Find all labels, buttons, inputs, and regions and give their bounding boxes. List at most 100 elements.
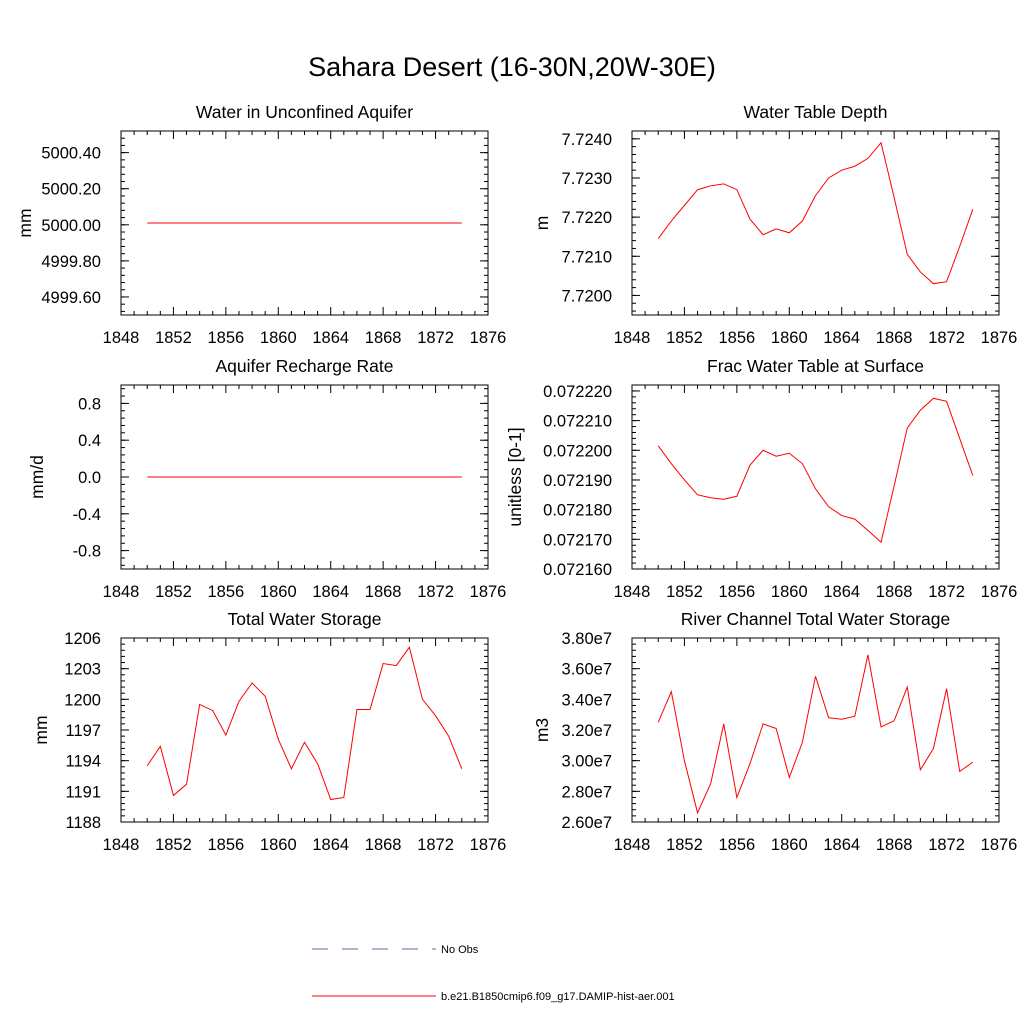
y-tick-label: 1200 bbox=[64, 691, 101, 709]
y-tick-label: 1191 bbox=[66, 783, 101, 801]
x-tick-label: 1856 bbox=[718, 329, 755, 347]
x-tick-label: 1864 bbox=[823, 836, 860, 854]
panel-title: Water in Unconfined Aquifer bbox=[196, 102, 413, 122]
x-tick-label: 1872 bbox=[417, 583, 454, 601]
panel-2: Water Table Depth m 1848 1852 1856 1860 1864 18… bbox=[532, 102, 1017, 347]
series-line bbox=[146, 646, 463, 801]
x-tick-label: 1848 bbox=[614, 836, 651, 854]
x-tick-label: 1848 bbox=[103, 583, 140, 601]
x-tick-label: 1848 bbox=[103, 329, 140, 347]
y-tick-label: 4999.60 bbox=[41, 289, 101, 307]
panel-5: Total Water Storage mm 1848 1852 1856 1860 186… bbox=[31, 609, 506, 854]
y-axis-label: mm/d bbox=[27, 455, 47, 499]
x-tick-label: 1864 bbox=[312, 836, 349, 854]
y-tick-label: 7.7220 bbox=[562, 209, 612, 227]
panel-frame bbox=[631, 130, 1000, 316]
x-tick-label: 1872 bbox=[928, 329, 965, 347]
x-tick-label: 1848 bbox=[103, 836, 140, 854]
x-tick-label: 1872 bbox=[928, 836, 965, 854]
x-tick-label: 1876 bbox=[470, 329, 507, 347]
panel-3: Aquifer Recharge Rate mm/d 1848 1852 1856 186… bbox=[27, 356, 506, 601]
x-tick-label: 1860 bbox=[260, 836, 297, 854]
panel-frame bbox=[631, 384, 1000, 570]
x-tick-label: 1868 bbox=[876, 329, 913, 347]
y-tick-label: 2.60e7 bbox=[562, 814, 612, 832]
y-axis-label: unitless [0-1] bbox=[505, 427, 525, 526]
y-tick-label: 1188 bbox=[66, 814, 101, 832]
x-tick-label: 1876 bbox=[981, 329, 1018, 347]
x-tick-label: 1876 bbox=[470, 836, 507, 854]
panel-title: Total Water Storage bbox=[227, 609, 381, 629]
panel-frame bbox=[631, 637, 1000, 823]
x-tick-label: 1860 bbox=[771, 836, 808, 854]
x-tick-label: 1868 bbox=[876, 583, 913, 601]
x-tick-label: 1872 bbox=[417, 329, 454, 347]
y-tick-label: 7.7200 bbox=[562, 287, 612, 305]
x-tick-label: 1868 bbox=[876, 836, 913, 854]
y-tick-label: 0.072200 bbox=[543, 442, 612, 460]
x-tick-label: 1856 bbox=[207, 583, 244, 601]
x-tick-label: 1868 bbox=[365, 836, 402, 854]
y-tick-label: 0.072160 bbox=[543, 561, 612, 579]
x-tick-label: 1860 bbox=[771, 583, 808, 601]
panel-title: Frac Water Table at Surface bbox=[707, 356, 924, 376]
x-tick-label: 1852 bbox=[155, 836, 192, 854]
legend: No Obs b.e21.B1850cmip6.f09_g17.DAMIP-hi… bbox=[312, 944, 675, 1003]
y-tick-label: 3.40e7 bbox=[562, 691, 612, 709]
y-tick-label: 1194 bbox=[66, 753, 101, 771]
y-tick-label: 0.0 bbox=[78, 469, 101, 487]
x-tick-label: 1876 bbox=[981, 836, 1018, 854]
y-tick-label: -0.8 bbox=[73, 543, 101, 561]
x-tick-label: 1852 bbox=[155, 329, 192, 347]
y-axis-label: m3 bbox=[532, 718, 552, 742]
main-title: Sahara Desert (16-30N,20W-30E) bbox=[308, 52, 716, 82]
x-tick-label: 1856 bbox=[718, 836, 755, 854]
x-tick-label: 1856 bbox=[207, 836, 244, 854]
x-tick-label: 1860 bbox=[260, 329, 297, 347]
x-tick-label: 1876 bbox=[470, 583, 507, 601]
y-tick-label: 7.7210 bbox=[562, 248, 612, 266]
series-line bbox=[657, 654, 974, 815]
x-tick-label: 1856 bbox=[718, 583, 755, 601]
y-tick-label: 0.4 bbox=[78, 432, 101, 450]
y-tick-label: 0.072220 bbox=[543, 383, 612, 401]
y-tick-label: 0.072170 bbox=[543, 531, 612, 549]
x-tick-label: 1872 bbox=[417, 836, 454, 854]
x-tick-label: 1876 bbox=[981, 583, 1018, 601]
y-tick-label: 3.80e7 bbox=[562, 630, 612, 648]
y-axis-label: mm bbox=[15, 208, 35, 237]
x-tick-label: 1848 bbox=[614, 583, 651, 601]
y-tick-label: 4999.80 bbox=[41, 253, 101, 271]
x-tick-label: 1852 bbox=[155, 583, 192, 601]
panel-1: Water in Unconfined Aquifer mm 1848 1852 185… bbox=[15, 102, 506, 347]
y-tick-label: 3.60e7 bbox=[562, 661, 612, 679]
y-tick-label: 3.00e7 bbox=[562, 753, 612, 771]
series-line bbox=[657, 141, 974, 285]
y-tick-label: 0.072210 bbox=[543, 413, 612, 431]
panel-4: Frac Water Table at Surface unitless [0-1… bbox=[505, 356, 1017, 601]
x-tick-label: 1852 bbox=[666, 836, 703, 854]
x-tick-label: 1872 bbox=[928, 583, 965, 601]
y-tick-label: 0.072180 bbox=[543, 502, 612, 520]
y-tick-label: 0.072190 bbox=[543, 472, 612, 490]
y-tick-label: 1197 bbox=[66, 722, 101, 740]
x-tick-label: 1848 bbox=[614, 329, 651, 347]
y-tick-label: -0.4 bbox=[73, 506, 101, 524]
panel-frame bbox=[120, 637, 489, 823]
y-tick-label: 2.80e7 bbox=[562, 783, 612, 801]
x-tick-label: 1852 bbox=[666, 329, 703, 347]
x-tick-label: 1864 bbox=[312, 583, 349, 601]
x-tick-label: 1868 bbox=[365, 583, 402, 601]
x-tick-label: 1864 bbox=[312, 329, 349, 347]
legend-model-label: b.e21.B1850cmip6.f09_g17.DAMIP-hist-aer.… bbox=[441, 991, 675, 1003]
panels: Water in Unconfined Aquifer mm 1848 1852 185… bbox=[15, 102, 1017, 854]
y-tick-label: 5000.00 bbox=[41, 217, 101, 235]
series-line bbox=[657, 397, 974, 544]
y-tick-label: 3.20e7 bbox=[562, 722, 612, 740]
panel-title: Water Table Depth bbox=[744, 102, 888, 122]
panel-title: Aquifer Recharge Rate bbox=[215, 356, 393, 376]
y-tick-label: 5000.40 bbox=[41, 145, 101, 163]
x-tick-label: 1852 bbox=[666, 583, 703, 601]
y-axis-label: m bbox=[532, 216, 552, 231]
